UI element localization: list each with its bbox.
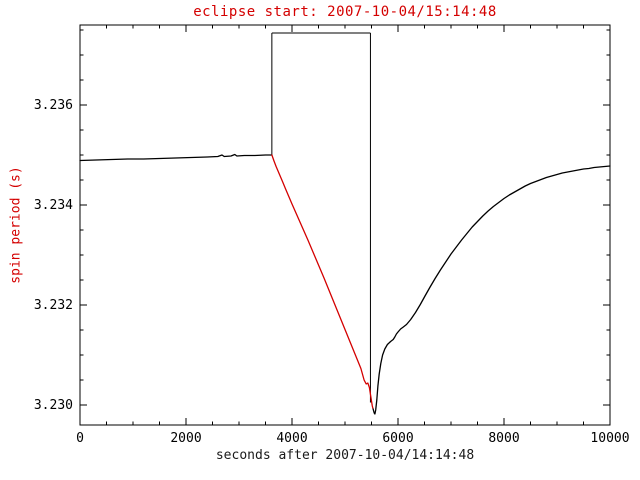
x-tick-label: 2000 (170, 431, 201, 446)
x-tick-label: 6000 (382, 431, 413, 446)
x-tick-label: 4000 (276, 431, 307, 446)
series-post-eclipse (372, 165, 611, 415)
series-pre-eclipse (79, 153, 273, 162)
plot-frame (79, 24, 611, 426)
series-eclipse (271, 154, 374, 410)
plot-title: eclipse start: 2007-10-04/15:14:48 (193, 4, 497, 20)
x-tick-label: 0 (76, 431, 84, 446)
y-tick-label: 3.230 (34, 398, 73, 413)
y-tick-label: 3.234 (34, 198, 73, 213)
x-tick-label: 10000 (590, 431, 629, 446)
x-axis-label: seconds after 2007-10-04/14:14:48 (215, 448, 475, 463)
x-tick-label: 8000 (488, 431, 519, 446)
y-tick-label: 3.232 (34, 298, 73, 313)
y-tick-label: 3.236 (34, 98, 73, 113)
